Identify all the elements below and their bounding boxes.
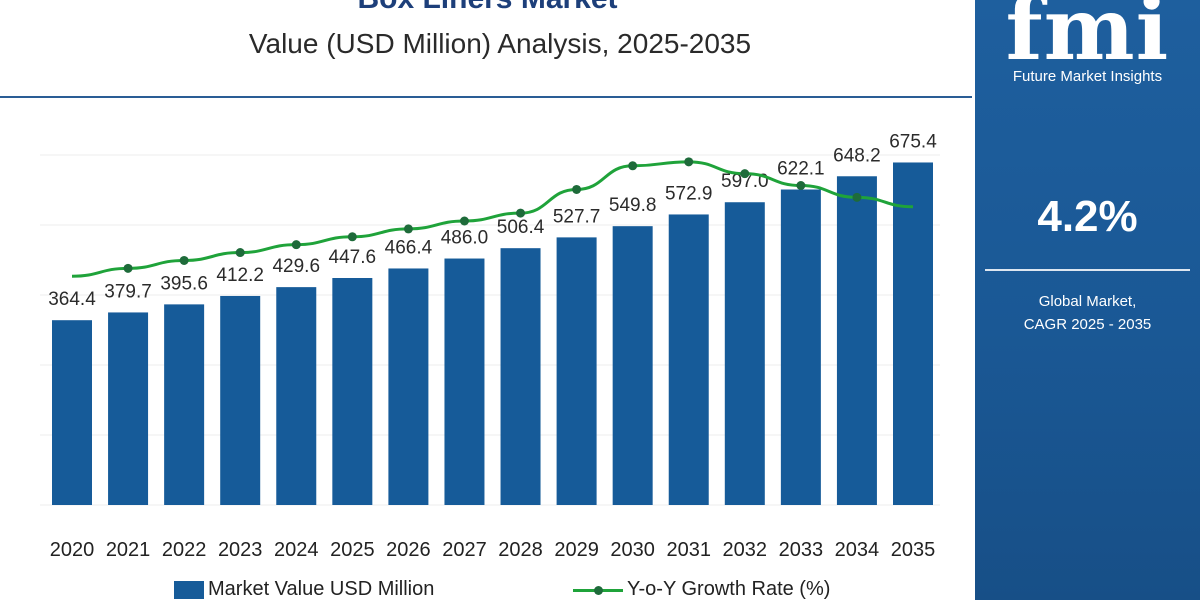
x-tick-label-2022: 2022 [162,539,207,561]
chart-area: Box Liners Market Value (USD Million) An… [0,0,975,600]
bar-2030 [612,226,653,505]
legend-line-swatch [573,581,623,599]
fmi-logo: fmi [1005,0,1170,80]
title-divider [0,96,972,98]
bar-2021 [108,312,149,505]
x-tick-label-2024: 2024 [274,539,319,561]
legend-bar-label: Market Value USD Million [208,578,435,600]
bar-2028 [500,248,541,505]
legend-bar-swatch [174,580,204,599]
cagr-label-line-1: Global Market, [1038,293,1137,310]
bar-value-label-2023: 412.2 [216,265,264,286]
logo-subtitle: Future Market Insights [1012,68,1163,85]
growth-marker-2032 [740,169,750,179]
x-tick-label-2035: 2035 [891,539,936,561]
bar-value-label-2027: 486.0 [441,228,489,249]
x-tick-label-2027: 2027 [442,539,487,561]
chart-subtitle: Value (USD Million) Analysis, 2025-2035 [248,28,752,59]
chart-legend: Market Value USD Million Y-o-Y Growth Ra… [0,578,975,606]
legend-item-growth-rate: Y-o-Y Growth Rate (%) [573,578,830,601]
x-tick-label-2032: 2032 [723,539,768,561]
bar-value-label-2033: 622.1 [777,159,825,180]
bar-2033 [780,189,821,506]
x-tick-label-2034: 2034 [835,539,880,561]
bar-2031 [668,214,709,505]
growth-marker-2022 [179,255,189,265]
growth-markers [123,157,862,273]
x-tick-label-2021: 2021 [106,539,151,561]
cagr-value: 4.2% [1037,192,1138,241]
chart-title: Box Liners Market [0,0,975,16]
growth-marker-2023 [235,248,245,258]
growth-marker-2021 [123,263,133,273]
bar-2032 [724,202,765,505]
legend-line-label: Y-o-Y Growth Rate (%) [627,578,831,600]
growth-marker-2034 [852,192,862,202]
bar-value-label-2032: 597.0 [721,171,769,192]
x-tick-label-2031: 2031 [666,539,711,561]
bar-value-label-2026: 466.4 [385,237,433,258]
bar-series: 364.4 2020 379.7 2021 395.6 2022 412.2 2023 429.… [48,131,937,561]
growth-marker-2026 [403,224,413,234]
growth-rate-line [71,160,914,278]
bar-2020 [52,320,92,505]
chart-plot: 364.4 2020 379.7 2021 395.6 2022 412.2 2023 429.… [40,131,940,561]
x-tick-label-2025: 2025 [330,539,375,561]
x-tick-label-2030: 2030 [610,539,655,561]
x-tick-label-2028: 2028 [498,539,543,561]
bar-2026 [388,268,429,505]
x-tick-label-2029: 2029 [554,539,599,561]
legend-item-market-value: Market Value USD Million [174,578,434,601]
growth-marker-2028 [516,208,526,218]
cagr-divider [985,269,1190,271]
bar-value-label-2028: 506.4 [497,217,545,238]
x-tick-label-2020: 2020 [50,539,95,561]
bar-value-label-2029: 527.7 [553,206,601,227]
growth-marker-2031 [684,157,694,167]
bar-2029 [556,237,597,505]
bar-value-label-2024: 429.6 [272,256,320,277]
cagr-label-line-2: CAGR 2025 - 2035 [1023,316,1152,333]
growth-marker-2029 [572,184,582,194]
bar-2025 [332,278,373,505]
x-tick-label-2033: 2033 [779,539,824,561]
bar-2024 [276,287,317,505]
bar-2027 [444,258,485,505]
bar-value-label-2022: 395.6 [160,273,208,294]
growth-marker-2024 [291,240,301,250]
bar-value-label-2025: 447.6 [329,247,377,268]
bar-2022 [164,304,205,505]
bar-2034 [836,176,877,505]
bar-value-label-2020: 364.4 [48,289,96,310]
bar-value-label-2035: 675.4 [889,131,937,152]
bar-2035 [893,162,933,505]
x-tick-label-2026: 2026 [386,539,431,561]
x-tick-label-2023: 2023 [218,539,263,561]
growth-marker-2030 [628,161,638,171]
growth-marker-2025 [347,232,357,242]
growth-marker-2033 [796,181,806,190]
bar-value-label-2030: 549.8 [609,195,657,216]
bar-value-label-2034: 648.2 [833,145,881,166]
bar-2023 [220,295,261,505]
bar-value-label-2021: 379.7 [104,281,152,302]
side-panel: fmi Future Market Insights 4.2% Global M… [975,0,1200,600]
bar-value-label-2031: 572.9 [665,183,713,204]
growth-marker-2027 [459,216,469,226]
